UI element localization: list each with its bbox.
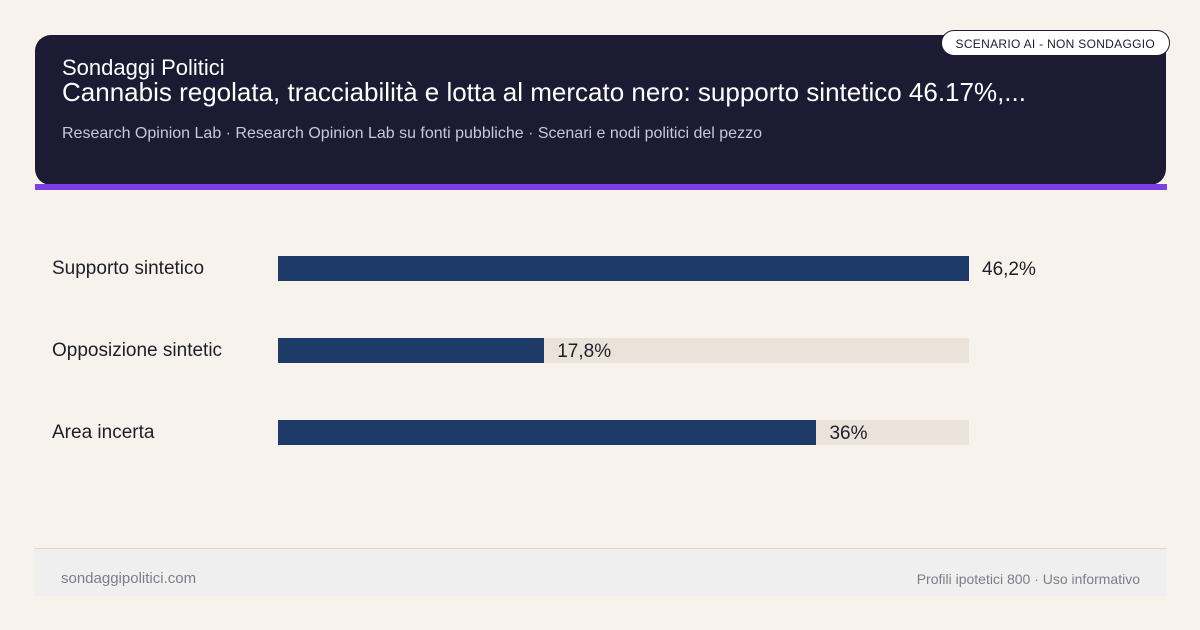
bar-label: Supporto sintetico — [52, 258, 205, 279]
bar-track — [278, 256, 969, 281]
bar-track — [278, 420, 969, 445]
bar-value-label: 36% — [829, 423, 868, 444]
bar-value-label: 17,8% — [557, 341, 612, 362]
header-card: Sondaggi Politici Cannabis regolata, tra… — [35, 35, 1166, 185]
scenario-badge: SCENARIO AI - NON SONDAGGIO — [940, 30, 1170, 56]
footer: sondaggipolitici.com Profili ipotetici 8… — [34, 548, 1167, 596]
header-accent-bar — [35, 184, 1167, 190]
bar-label: Opposizione sintetic — [52, 340, 223, 361]
brand-name: Sondaggi Politici — [62, 55, 225, 80]
page-title: Cannabis regolata, tracciabilità e lotta… — [62, 77, 1026, 107]
bar — [278, 338, 545, 363]
bar-label: Area incerta — [52, 422, 155, 443]
bar-track — [278, 338, 969, 363]
bar-value-label: 46,2% — [982, 259, 1036, 280]
bar — [278, 256, 969, 281]
footer-note: Profili ipotetici 800 · Uso informativo — [916, 571, 1140, 587]
bar — [278, 420, 817, 445]
footer-site: sondaggipolitici.com — [61, 570, 197, 587]
page-subtitle: Research Opinion Lab · Research Opinion … — [62, 125, 762, 142]
